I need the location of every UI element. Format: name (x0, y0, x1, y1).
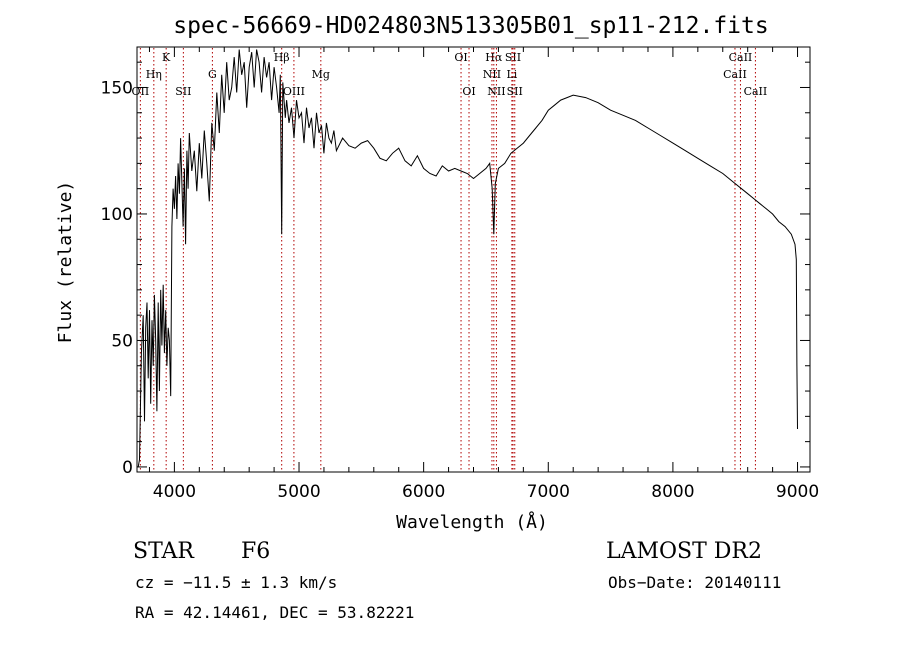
line-marker-label-4: G (208, 68, 217, 81)
plot-frame (136, 46, 811, 473)
ra-dec-coordinates: RA = 42.14461, DEC = 53.82221 (135, 603, 415, 622)
line-marker-label-12: NII (487, 85, 505, 98)
line-marker-label-17: CaII (723, 68, 747, 81)
x-tick-label-2: 6000 (402, 482, 445, 502)
chart-title: spec-56669-HD024803N513305B01_sp11-212.f… (173, 13, 768, 39)
object-class: STAR (133, 539, 194, 564)
line-marker-label-1: Hη (146, 68, 162, 81)
y-tick-label-3: 150 (101, 78, 133, 98)
line-marker-label-7: Mg (312, 68, 330, 81)
line-marker-label-9: OI (462, 85, 475, 98)
survey-name: LAMOST DR2 (606, 539, 762, 564)
x-tick-label-4: 8000 (651, 482, 694, 502)
line-marker-label-16: CaII (729, 51, 753, 64)
line-marker-label-2: K (162, 51, 171, 64)
line-marker-label-5: Hβ (274, 51, 290, 64)
line-marker-label-18: CaII (744, 85, 768, 98)
redshift-velocity: cz = −11.5 ± 1.3 km/s (135, 573, 338, 592)
line-marker-label-14: Li (506, 68, 517, 81)
observation-date: Obs−Date: 20140111 (608, 573, 782, 592)
line-marker-label-13: SII (505, 51, 521, 64)
line-marker-label-10: Hα (485, 51, 503, 64)
x-tick-label-3: 7000 (527, 482, 570, 502)
spectrum-series (137, 49, 798, 467)
line-marker-label-15: SII (507, 85, 523, 98)
line-marker-label-11: NII (483, 68, 501, 81)
x-axis-label: Wavelength (Å) (396, 511, 548, 533)
spectrum-line-0 (137, 49, 798, 467)
line-marker-label-8: OI (454, 51, 467, 64)
line-markers: OIIHηKSIIGHβOIIIMgOIOIHαNIINIISIILiSIICa… (132, 48, 768, 471)
x-tick-label-5: 9000 (776, 482, 819, 502)
y-tick-label-0: 0 (122, 458, 133, 478)
y-tick-label-2: 100 (101, 205, 133, 225)
line-marker-label-0: OII (132, 85, 150, 98)
line-marker-label-6: OIII (283, 85, 305, 98)
x-tick-label-0: 4000 (153, 482, 196, 502)
y-tick-label-1: 50 (111, 331, 133, 351)
line-marker-label-3: SII (175, 85, 191, 98)
object-subclass: F6 (241, 539, 271, 564)
axis-ticks: 4000 5000 6000 7000 8000 9000 0 50 100 150 (101, 47, 819, 502)
x-tick-label-1: 5000 (277, 482, 320, 502)
y-axis-label: Flux (relative) (55, 181, 76, 344)
